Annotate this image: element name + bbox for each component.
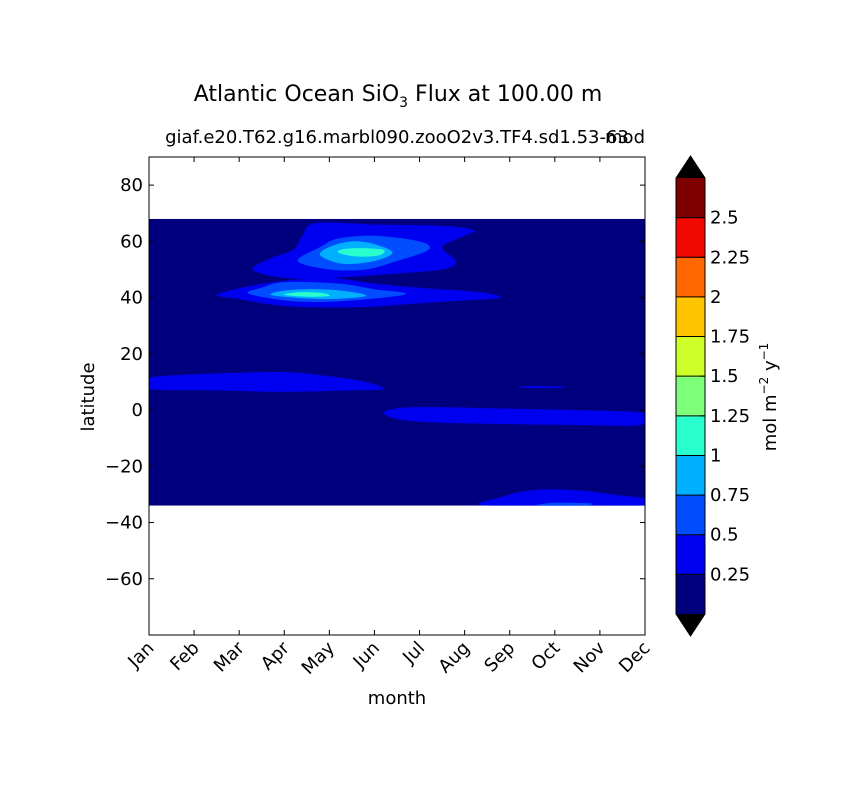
y-axis-label: latitude [78,362,99,431]
y-tick-label: −60 [105,569,143,590]
contour-south-subtropical-band [478,489,645,506]
y-tick-label: −20 [105,456,143,477]
x-tick-label: Jun [349,638,384,673]
colorbar-tick-label: 1 [710,445,721,466]
x-tick-label: Dec [615,638,654,677]
y-axis-ticks: 80 60 40 20 0 −20 −40 −60 [105,175,645,590]
colorbar-segment [676,178,705,219]
x-tick-label: Oct [527,638,564,675]
colorbar-label-exp2: −1 [757,343,771,361]
y-tick-label: 20 [120,344,143,365]
contour-tropical-band-10n [149,371,384,392]
x-tick-label: Apr [257,637,294,674]
colorbar-tick-label: 1.75 [710,327,750,348]
plot-area: Jan Feb Mar Apr May Jun Jul Aug Sep Oct Nov Dec 80 6… [105,156,655,679]
x-tick-label: Nov [570,637,610,677]
colorbar-segment [676,217,705,258]
x-tick-label: Jul [398,638,429,669]
contour-north-atlantic-bloom-55n-core [337,248,385,257]
colorbar-extend-max [676,156,705,178]
contour-north-atlantic-bloom-40n-core [284,292,330,297]
plot-frame [148,156,646,636]
colorbar-segment [676,257,705,298]
colorbar-extend-min [676,614,705,636]
contour-atlantic-sliver-8n [517,386,566,389]
chart-title-sub: 3 [399,95,408,111]
y-tick-label: 0 [132,400,143,421]
contour-south-subtropical-inner [535,502,593,506]
x-tick-label: May [298,637,339,678]
colorbar: 0.25 0.5 0.75 1 1.25 1.5 1.75 2 2.25 2.5 [675,155,750,637]
colorbar-label-main: mol m [760,394,781,451]
chart-subtitle: giaf.e20.T62.g16.marbl090.zooO2v3.TF4.sd… [165,127,629,148]
colorbar-segment [676,455,705,496]
x-tick-label: Sep [480,638,519,677]
x-axis-label: month [368,688,426,709]
y-tick-label: 80 [120,175,143,196]
colorbar-tick-label: 2.25 [710,247,750,268]
colorbar-segment [676,415,705,456]
colorbar-segment [676,336,705,377]
contour-fills [149,218,645,506]
chart-subtitle-right: mod [605,127,645,148]
colorbar-segment [676,376,705,417]
colorbar-segment [676,534,705,575]
x-tick-label: Aug [434,638,474,678]
colorbar-tick-label: 0.75 [710,485,750,506]
colorbar-tick-label: 1.25 [710,406,750,427]
colorbar-tick-label: 0.5 [710,525,739,546]
colorbar-label-mid: y [760,360,781,377]
colorbar-label: mol m−2 y−1 [757,343,781,452]
y-tick-label: 40 [120,288,143,309]
chart-title: Atlantic Ocean SiO3 Flux at 100.00 m [194,82,603,111]
x-tick-label: Jan [123,638,158,673]
colorbar-segment [676,574,705,615]
colorbar-tick-label: 2 [710,287,721,308]
colorbar-outline [675,155,706,637]
y-tick-label: 60 [120,231,143,252]
colorbar-segment [676,495,705,536]
colorbar-tick-label: 2.5 [710,208,739,229]
x-tick-label: Mar [210,637,249,676]
colorbar-label-exp1: −2 [757,377,771,395]
colorbar-tick-label: 1.5 [710,366,739,387]
contour-equatorial-band [383,407,645,426]
colorbar-segment [676,296,705,338]
colorbar-tick-label: 0.25 [710,564,750,585]
x-tick-label: Feb [166,638,203,675]
chart-title-prefix: Atlantic Ocean SiO [194,82,399,107]
chart-title-suffix: Flux at 100.00 m [408,82,602,107]
y-tick-label: −40 [105,513,143,534]
